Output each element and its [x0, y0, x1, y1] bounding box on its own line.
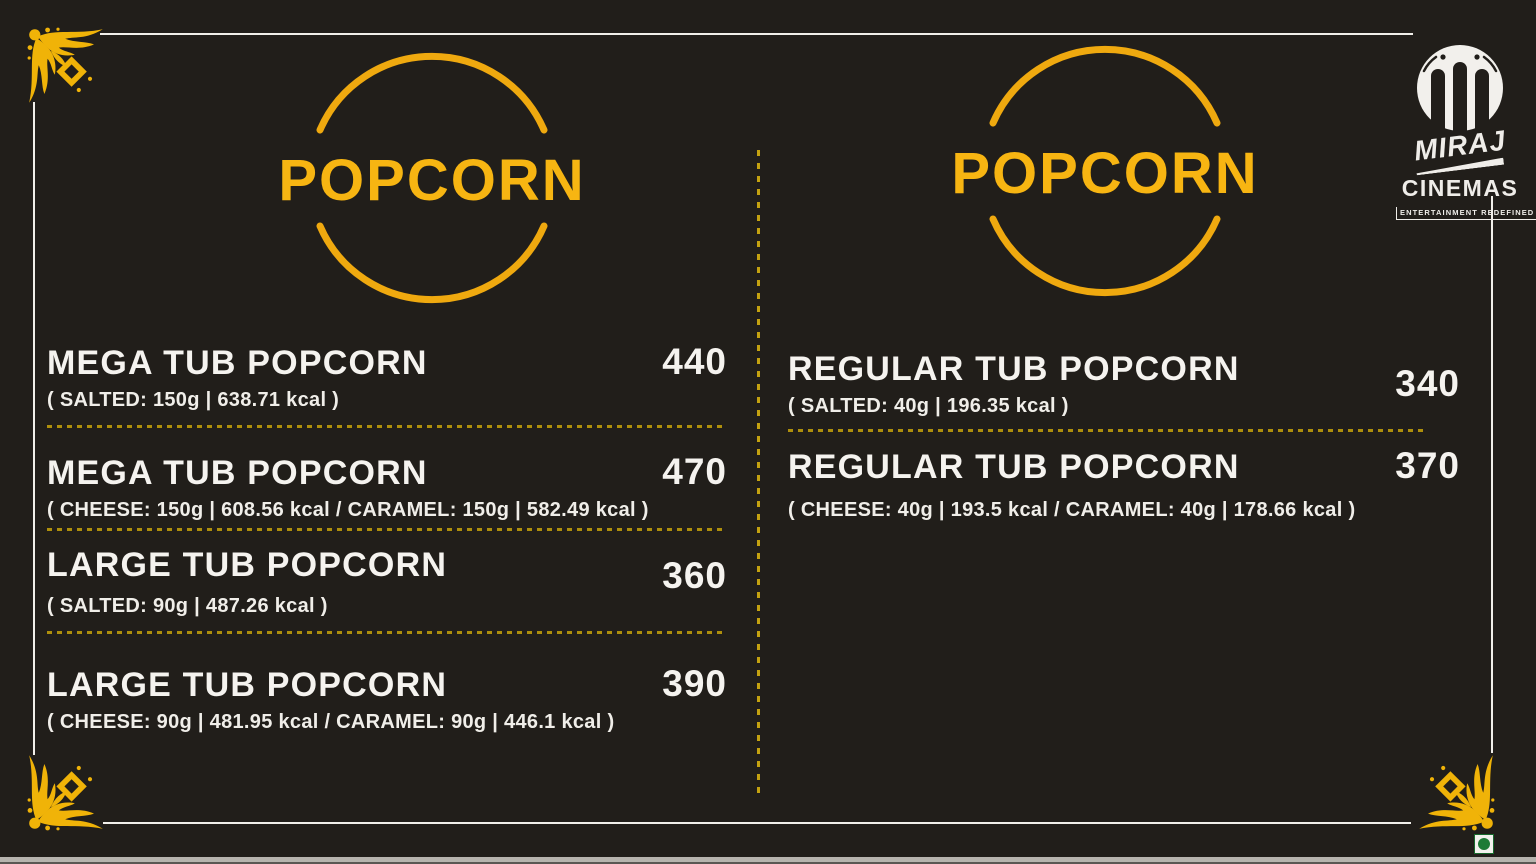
- miraj-cinemas-logo: MIRAJ CINEMAS ENTERTAINMENT REDEFINED: [1396, 42, 1536, 220]
- menu-item: MEGA TUB POPCORN 470 ( CHEESE: 150g | 60…: [47, 451, 727, 522]
- item-name: REGULAR TUB POPCORN: [788, 350, 1240, 388]
- brand-tagline: ENTERTAINMENT REDEFINED: [1396, 207, 1536, 220]
- screen-bottom-edge: [0, 857, 1536, 864]
- dashed-divider: [47, 528, 724, 531]
- item-details: ( CHEESE: 40g | 193.5 kcal / CARAMEL: 40…: [788, 499, 1356, 521]
- menu-item: LARGE TUB POPCORN 360 ( SALTED: 90g | 48…: [47, 546, 727, 618]
- frame-line-bottom: [103, 822, 1411, 824]
- item-name: MEGA TUB POPCORN: [47, 454, 428, 492]
- circle-frame-icon: [316, 52, 548, 304]
- item-price: 370: [1395, 445, 1460, 486]
- menu-item: LARGE TUB POPCORN 390 ( CHEESE: 90g | 48…: [47, 663, 727, 734]
- circle-frame-icon: [989, 45, 1221, 297]
- menu-item: MEGA TUB POPCORN 440 ( SALTED: 150g | 63…: [47, 341, 727, 412]
- item-details: ( SALTED: 150g | 638.71 kcal ): [47, 389, 340, 411]
- section-divider: [757, 150, 760, 795]
- popcorn-badge-right: POPCORN: [942, 21, 1268, 321]
- item-name: REGULAR TUB POPCORN: [788, 448, 1240, 486]
- item-price: 340: [1395, 363, 1460, 404]
- menu-item: REGULAR TUB POPCORN 370 ( CHEESE: 40g | …: [788, 445, 1460, 522]
- item-details: ( CHEESE: 150g | 608.56 kcal / CARAMEL: …: [47, 499, 649, 521]
- item-price: 390: [662, 663, 727, 704]
- item-price: 440: [662, 341, 727, 382]
- frame-line-top: [100, 33, 1413, 35]
- dashed-divider: [47, 425, 724, 428]
- item-price: 470: [662, 451, 727, 492]
- item-details: ( SALTED: 40g | 196.35 kcal ): [788, 395, 1069, 417]
- veg-dot: [1478, 838, 1490, 850]
- item-name: MEGA TUB POPCORN: [47, 344, 428, 382]
- popcorn-badge-left: POPCORN: [269, 28, 595, 328]
- item-price: 360: [662, 555, 727, 596]
- brand-type: CINEMAS: [1401, 175, 1519, 201]
- dashed-divider: [788, 429, 1428, 432]
- corner-flourish-icon: [27, 755, 103, 831]
- menu-item: REGULAR TUB POPCORN 340 ( SALTED: 40g | …: [788, 350, 1460, 418]
- frame-line-left: [33, 102, 35, 755]
- dashed-divider: [47, 631, 724, 634]
- item-details: ( CHEESE: 90g | 481.95 kcal / CARAMEL: 9…: [47, 711, 615, 733]
- frame-line-right: [1491, 196, 1493, 753]
- corner-flourish-icon: [1419, 755, 1495, 831]
- item-name: LARGE TUB POPCORN: [47, 546, 448, 584]
- corner-flourish-icon: [27, 27, 103, 103]
- item-name: LARGE TUB POPCORN: [47, 666, 448, 704]
- film-reel-m-icon: [1417, 45, 1503, 134]
- section-title-right: POPCORN: [951, 141, 1259, 206]
- item-details: ( SALTED: 90g | 487.26 kcal ): [47, 595, 328, 617]
- veg-mark-icon: [1474, 834, 1494, 854]
- section-title-left: POPCORN: [278, 148, 586, 213]
